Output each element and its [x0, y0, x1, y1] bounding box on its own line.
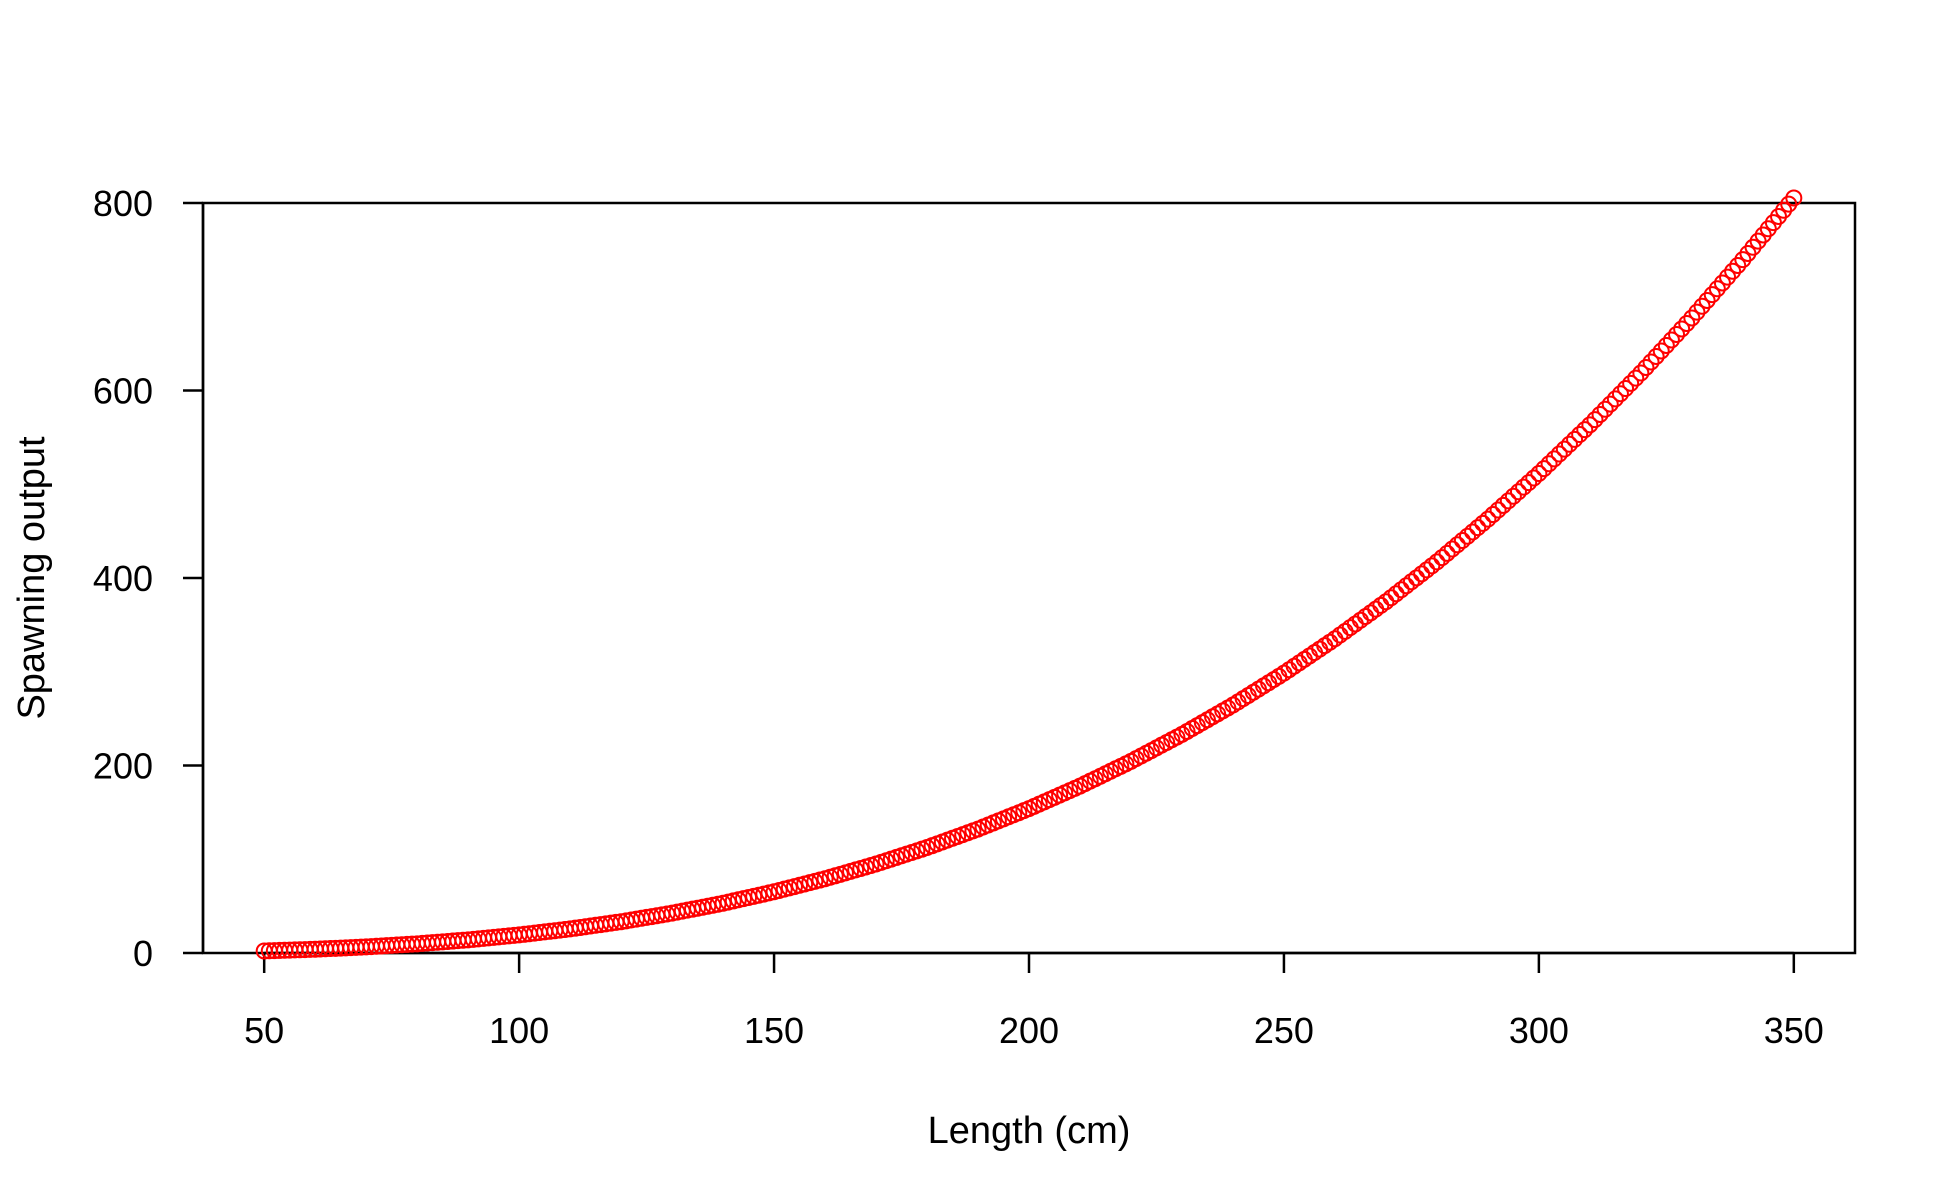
- data-point: [1632, 364, 1650, 382]
- data-point: [1647, 347, 1665, 365]
- data-point: [1601, 395, 1619, 413]
- data-point: [1555, 440, 1573, 458]
- data-point: [1611, 385, 1629, 403]
- x-tick-label: 100: [489, 1010, 549, 1051]
- x-tick-label: 50: [244, 1010, 284, 1051]
- data-point: [1606, 390, 1624, 408]
- y-tick-label: 800: [93, 183, 153, 224]
- data-point: [1678, 314, 1696, 332]
- data-point: [1560, 435, 1578, 453]
- data-point: [1336, 622, 1354, 640]
- data-point: [1372, 596, 1390, 614]
- x-tick-label: 250: [1254, 1010, 1314, 1051]
- x-axis: 50 100 150 200 250 300 350: [244, 951, 1824, 1051]
- x-axis-title: Length (cm): [928, 1110, 1131, 1152]
- data-point: [1464, 523, 1482, 541]
- data-point: [1724, 262, 1742, 280]
- data-point: [1484, 506, 1502, 524]
- y-axis-title: Spawning output: [11, 436, 53, 720]
- data-point: [1535, 460, 1553, 478]
- data-point: [1351, 611, 1369, 629]
- data-point: [1637, 358, 1655, 376]
- data-point: [1499, 492, 1517, 510]
- data-point: [1566, 430, 1584, 448]
- data-point: [1688, 303, 1706, 321]
- data-point: [1362, 604, 1380, 622]
- data-point: [1479, 510, 1497, 528]
- data-point: [1576, 421, 1594, 439]
- y-tick-label: 600: [93, 371, 153, 412]
- data-point: [1494, 496, 1512, 514]
- data-point: [1489, 501, 1507, 519]
- y-tick-label: 200: [93, 746, 153, 787]
- data-point: [1357, 608, 1375, 626]
- data-point: [1474, 514, 1492, 532]
- data-point: [1586, 411, 1604, 429]
- data-point: [1693, 297, 1711, 315]
- data-point: [1662, 331, 1680, 349]
- data-point: [1520, 474, 1538, 492]
- plot-frame: [201, 201, 1857, 955]
- data-point: [1346, 615, 1364, 633]
- y-tick-label: 0: [133, 933, 153, 974]
- data-point: [1540, 455, 1558, 473]
- data-point: [1698, 291, 1716, 309]
- data-point: [1581, 416, 1599, 434]
- data-point: [1571, 426, 1589, 444]
- data-point: [1617, 380, 1635, 398]
- data-point: [1652, 342, 1670, 360]
- data-point: [1703, 286, 1721, 304]
- data-point: [1428, 553, 1446, 571]
- data-point: [1392, 581, 1410, 599]
- data-point: [1408, 569, 1426, 587]
- x-tick-label: 200: [999, 1010, 1059, 1051]
- data-point: [1418, 561, 1436, 579]
- data-point: [1627, 369, 1645, 387]
- data-point: [1530, 464, 1548, 482]
- y-axis: 0 200 400 600 800: [93, 183, 205, 974]
- data-point: [1673, 320, 1691, 338]
- data-point: [1708, 280, 1726, 298]
- data-point: [1504, 487, 1522, 505]
- data-point: [1453, 532, 1471, 549]
- data-point: [1622, 374, 1640, 392]
- data-point: [1443, 540, 1461, 558]
- data-point: [1413, 565, 1431, 583]
- data-point: [1683, 309, 1701, 327]
- x-tick-label: 300: [1509, 1010, 1569, 1051]
- data-point: [1341, 619, 1359, 637]
- x-tick-label: 150: [744, 1010, 804, 1051]
- data-point: [1367, 600, 1385, 618]
- data-point: [1423, 557, 1441, 575]
- data-point: [1785, 189, 1803, 207]
- data-point: [1433, 549, 1451, 567]
- data-point: [1387, 585, 1405, 603]
- data-point: [1525, 469, 1543, 487]
- data-point: [1719, 268, 1737, 286]
- data-point: [1713, 274, 1731, 292]
- data-point: [1515, 478, 1533, 496]
- data-point: [1469, 519, 1487, 537]
- data-point: [1402, 573, 1420, 591]
- data-points: [255, 189, 1803, 960]
- data-point: [1591, 405, 1609, 423]
- data-point: [1458, 527, 1476, 545]
- data-point: [1382, 589, 1400, 607]
- data-point: [1331, 626, 1349, 644]
- y-tick-label: 400: [93, 558, 153, 599]
- data-point: [1596, 400, 1614, 418]
- data-point: [1377, 593, 1395, 611]
- data-point: [1642, 353, 1660, 371]
- x-tick-label: 350: [1764, 1010, 1824, 1051]
- data-point: [1550, 445, 1568, 463]
- data-point: [1509, 483, 1527, 501]
- data-point: [1657, 336, 1675, 354]
- data-point: [1438, 544, 1456, 562]
- data-point: [1545, 450, 1563, 468]
- data-point: [1668, 325, 1686, 343]
- data-point: [1397, 577, 1415, 595]
- data-point: [1729, 256, 1747, 274]
- data-point: [1448, 536, 1466, 554]
